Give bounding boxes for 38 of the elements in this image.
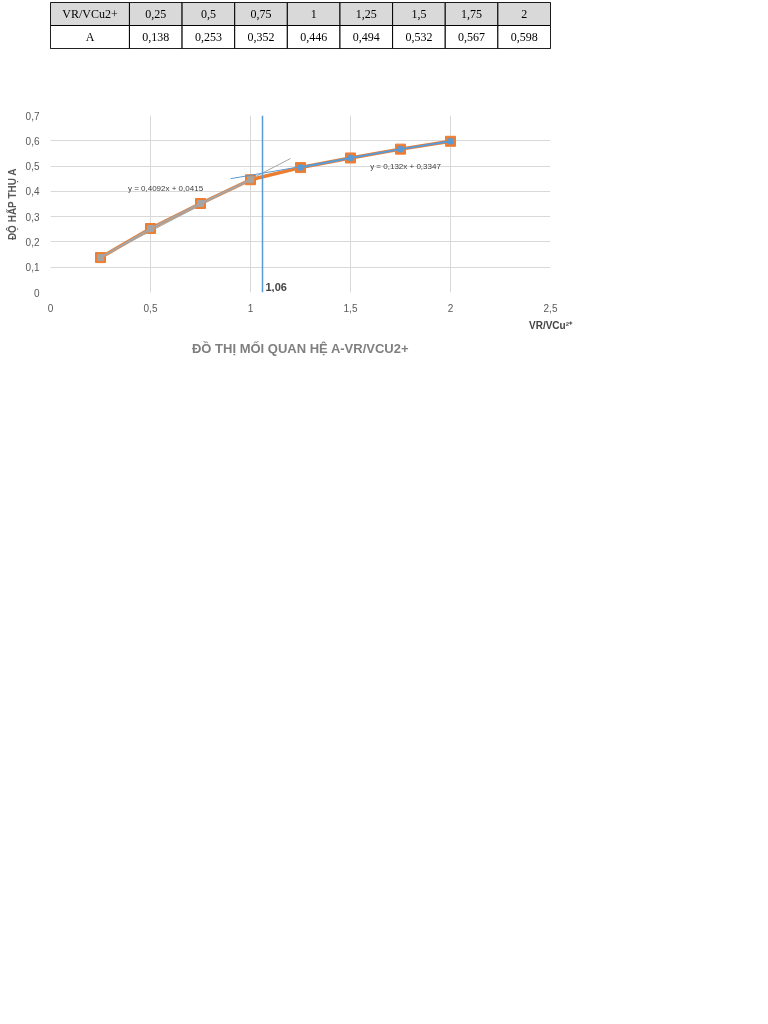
text: 0,598 — [510, 30, 538, 44]
text: 0,253 — [194, 30, 222, 44]
text: 1,5 — [411, 7, 427, 21]
y-axis-title: ĐỘ HẤP THỤ A — [5, 168, 19, 241]
text: ĐỒ THỊ MỐI QUAN HỆ A-VR/VCU2+ — [191, 340, 409, 356]
text: 1 — [310, 7, 317, 21]
x-tick-label: 2,5 — [543, 302, 558, 314]
text: 0,25 — [145, 7, 167, 21]
y-tick-label: 0 — [33, 287, 40, 299]
y-tick-label: 0,1 — [25, 262, 40, 274]
text: 0,446 — [300, 30, 328, 44]
text: 0,494 — [352, 30, 380, 44]
text: VR/VCu2+ — [62, 7, 118, 21]
text: A — [85, 30, 95, 44]
ref-line-label: 1,06 — [265, 280, 287, 293]
text: 0,138 — [142, 30, 170, 44]
x-tick-label: 0,5 — [143, 302, 158, 314]
x-tick-label: 0 — [47, 302, 54, 314]
x-tick-label: 1,5 — [343, 302, 358, 314]
text: 1,75 — [461, 7, 483, 21]
x-tick-label: 1 — [247, 302, 254, 314]
text: 0,5 — [200, 7, 216, 21]
y-tick-label: 0,5 — [25, 161, 40, 173]
y-tick-label: 0,4 — [25, 186, 40, 198]
x-axis-title: VR/VCu²⁺ — [529, 319, 573, 331]
text: 1,25 — [355, 7, 377, 21]
text: 0,352 — [247, 30, 275, 44]
annotation: y = 0,132x + 0,3347 — [370, 161, 442, 171]
text: 0,567 — [458, 30, 486, 44]
y-tick-label: 0,3 — [25, 211, 40, 223]
text: 2 — [521, 7, 528, 21]
text: 0,532 — [405, 30, 433, 44]
x-tick-label: 2 — [447, 302, 454, 314]
annotation: y = 0,4092x + 0,0415 — [127, 183, 204, 193]
text: 0,75 — [250, 7, 272, 21]
y-tick-label: 0,7 — [25, 110, 40, 122]
y-tick-label: 0,2 — [25, 236, 40, 248]
y-tick-label: 0,6 — [25, 135, 40, 147]
